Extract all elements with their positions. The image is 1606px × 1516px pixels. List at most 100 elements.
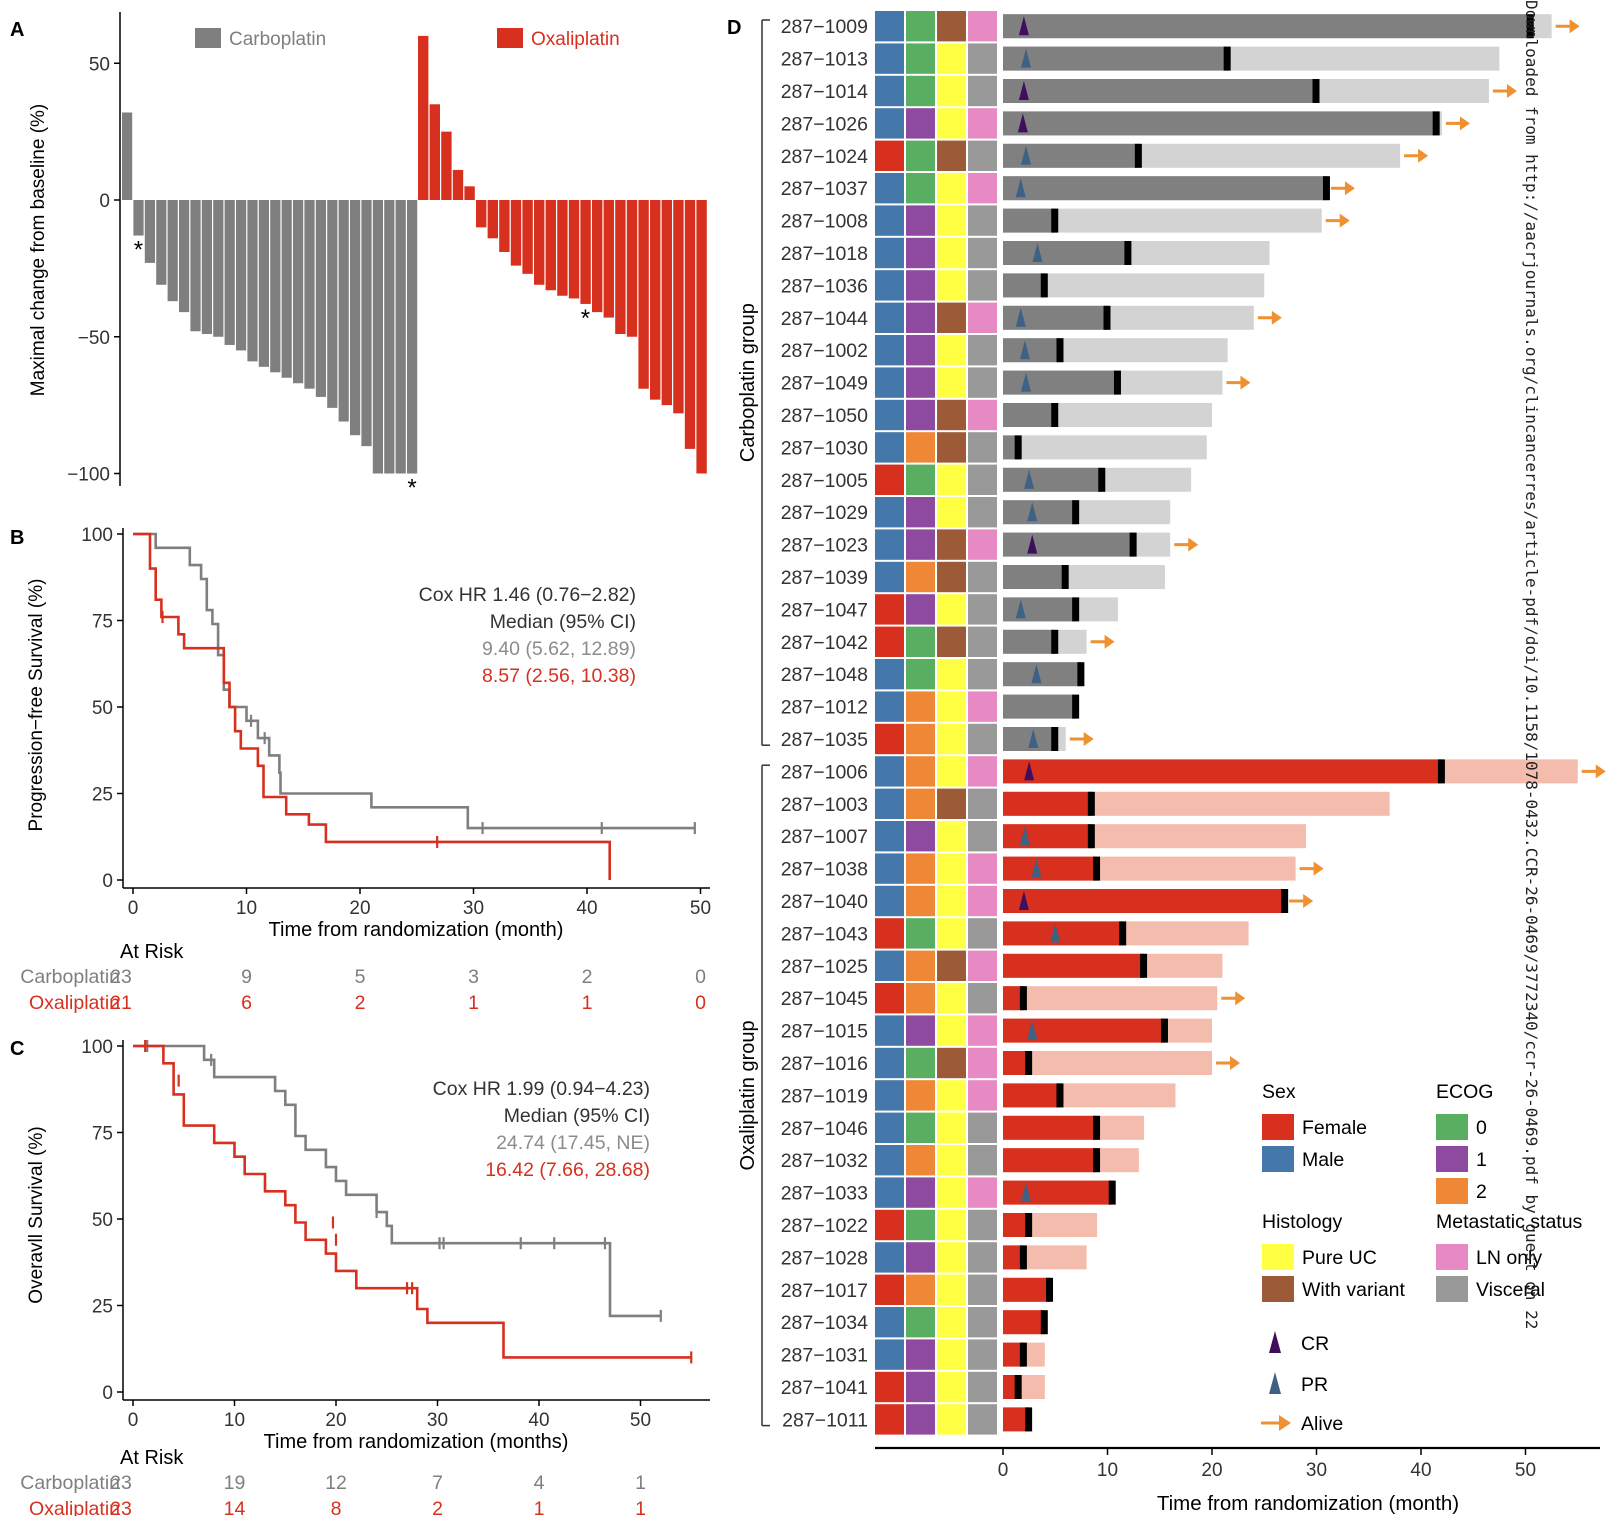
at-risk-count: 1 <box>468 992 479 1014</box>
metastatic-cell <box>968 788 997 819</box>
sex-cell <box>875 983 904 1014</box>
progression-mark <box>1061 565 1069 589</box>
patient-id: 287−1033 <box>781 1183 868 1205</box>
bar-oxaliplatin <box>441 131 452 200</box>
ecog-cell <box>906 659 935 690</box>
histology-cell <box>937 1242 966 1273</box>
bar-carboplatin <box>213 200 224 337</box>
x-tick-label: 0 <box>998 1460 1009 1481</box>
response-marker-pr <box>1020 145 1031 165</box>
bar-carboplatin <box>236 200 247 351</box>
progression-mark <box>1322 176 1330 201</box>
pfs-bar <box>1003 791 1092 816</box>
bar-oxaliplatin <box>650 200 661 400</box>
bar-oxaliplatin <box>580 200 591 304</box>
km-curve-carboplatin <box>133 1044 661 1318</box>
pfs-bar <box>1003 273 1045 298</box>
panel-d: D 287−1009 287−1013 287−1014 287−1026 287−102… <box>727 11 1606 1515</box>
alive-arrow-head <box>1104 634 1115 649</box>
os-bar <box>1003 986 1218 1011</box>
progression-mark <box>1077 662 1085 687</box>
patient-id: 287−1048 <box>781 664 868 686</box>
metastatic-cell <box>968 302 997 333</box>
bar-oxaliplatin <box>464 186 475 200</box>
progression-mark <box>1046 1277 1054 1302</box>
patient-id: 287−1037 <box>781 178 868 200</box>
response-marker-pr <box>1020 1182 1031 1202</box>
bar-carboplatin <box>224 200 235 345</box>
pfs-bar <box>1003 1310 1045 1335</box>
response-marker-pr <box>1015 307 1026 327</box>
patient-id: 287−1029 <box>781 502 868 524</box>
response-marker-pr <box>1019 340 1030 360</box>
sex-cell <box>875 1209 904 1241</box>
progression-mark <box>1025 1213 1033 1237</box>
progression-mark <box>1056 1083 1064 1108</box>
progression-mark <box>1056 338 1064 363</box>
alive-arrow-head <box>1235 991 1246 1006</box>
patient-id: 287−1008 <box>781 211 868 233</box>
sex-cell <box>875 497 904 528</box>
pfs-bar <box>1003 1180 1113 1205</box>
response-marker-pr <box>1024 469 1035 489</box>
legend-title: Metastatic status <box>1436 1211 1583 1233</box>
metastatic-cell <box>968 983 997 1014</box>
legend-swatch <box>1436 1178 1468 1204</box>
at-risk-count: 1 <box>635 1472 646 1494</box>
response-marker-pr <box>1050 923 1061 943</box>
pfs-bar <box>1003 694 1077 719</box>
progression-mark <box>1437 759 1445 784</box>
bar-carboplatin <box>338 200 349 422</box>
at-risk-count: 6 <box>241 992 252 1014</box>
patient-id: 287−1031 <box>781 1345 868 1367</box>
legend-swatch <box>1262 1244 1294 1270</box>
x-tick-label: 20 <box>349 898 370 919</box>
patient-id: 287−1014 <box>781 81 868 103</box>
x-tick-label: 50 <box>1515 1460 1536 1481</box>
legend-item-label: 2 <box>1476 1181 1487 1203</box>
pfs-bar <box>1003 370 1118 395</box>
sex-cell <box>875 594 904 625</box>
metastatic-cell <box>968 885 997 917</box>
sex-cell <box>875 367 904 398</box>
patient-id: 287−1016 <box>781 1053 868 1075</box>
sex-cell <box>875 335 904 366</box>
stats-line: Cox HR 1.99 (0.94−4.23) <box>433 1078 650 1100</box>
histology-cell <box>937 108 966 139</box>
significance-asterisk: * <box>407 475 416 502</box>
progression-mark <box>1019 1245 1027 1270</box>
legend-item-label: LN only <box>1476 1247 1542 1269</box>
pfs-bar <box>1003 1148 1098 1173</box>
histology-cell <box>937 173 966 204</box>
at-risk-title: At Risk <box>120 941 184 963</box>
bar-carboplatin <box>122 112 133 200</box>
pfs-bar <box>1003 1277 1051 1302</box>
ecog-cell <box>906 691 935 722</box>
response-marker-pr <box>1019 826 1030 846</box>
sex-cell <box>875 1242 904 1273</box>
at-risk-count: 12 <box>325 1472 347 1494</box>
alive-arrow-head <box>1459 116 1470 131</box>
at-risk-count: 0 <box>695 992 706 1014</box>
ecog-cell <box>906 1404 935 1435</box>
bar-carboplatin <box>384 200 395 474</box>
progression-mark <box>1014 1375 1022 1399</box>
histology-cell <box>937 1209 966 1241</box>
sex-cell <box>875 885 904 917</box>
pfs-bar <box>1003 79 1317 103</box>
x-tick-label: 10 <box>1097 1460 1118 1481</box>
y-tick-label: 0 <box>102 871 113 892</box>
alive-arrow-head <box>1083 732 1094 746</box>
ecog-cell <box>906 1080 935 1111</box>
sex-cell <box>875 1177 904 1208</box>
bar-carboplatin <box>201 200 212 335</box>
legend-item-label: Visceral <box>1476 1279 1545 1301</box>
bar-carboplatin <box>281 200 292 378</box>
histology-cell <box>937 302 966 333</box>
metastatic-cell <box>968 756 997 787</box>
at-risk-count: 23 <box>110 1498 132 1516</box>
sex-cell <box>875 75 904 107</box>
progression-mark <box>1223 46 1231 71</box>
